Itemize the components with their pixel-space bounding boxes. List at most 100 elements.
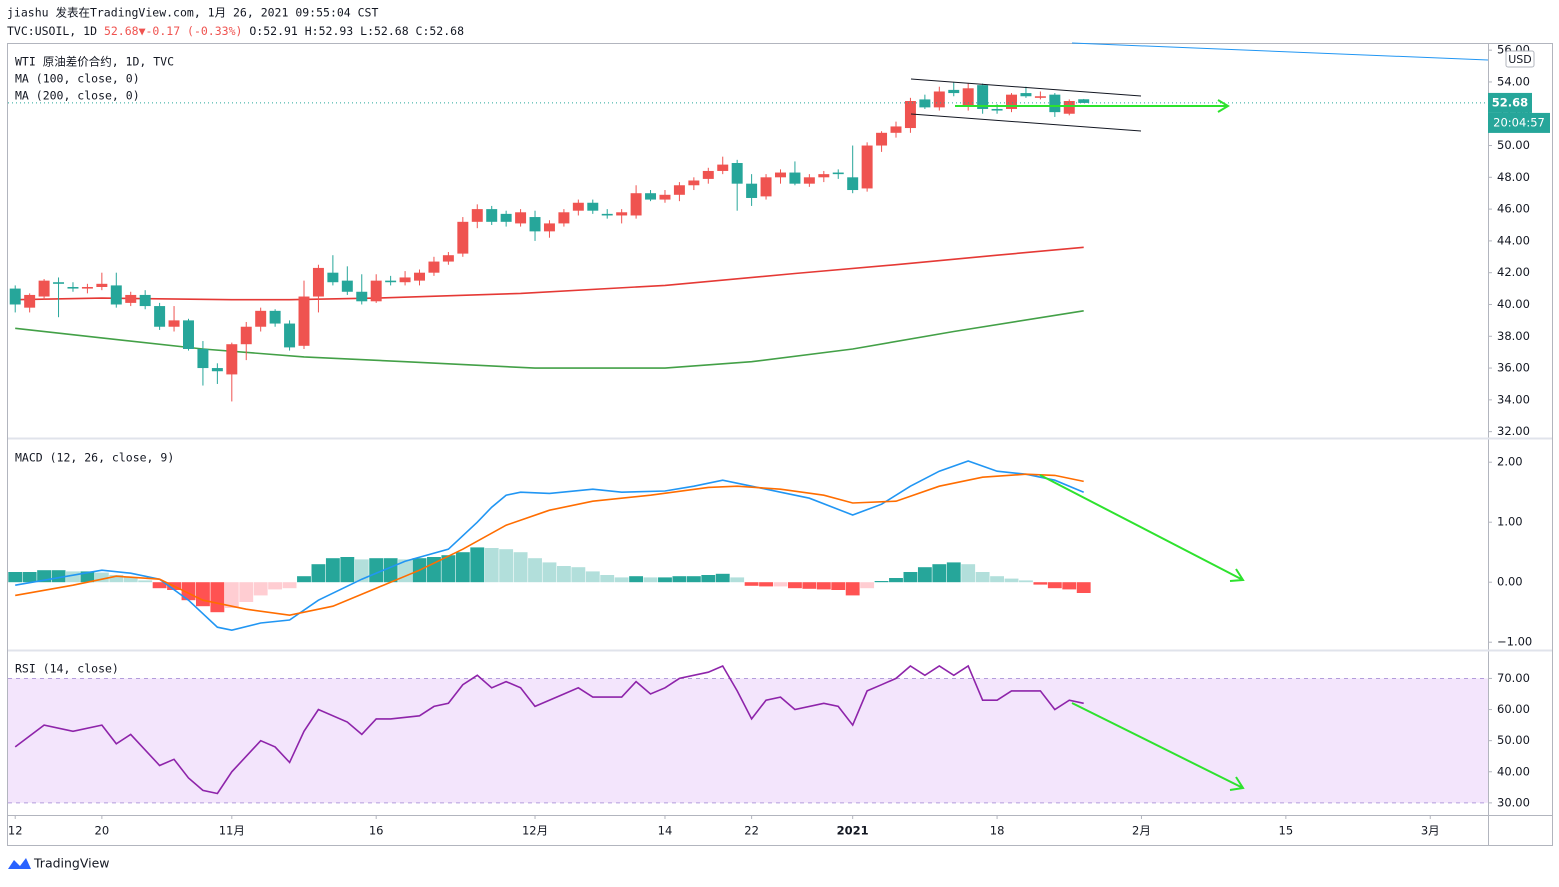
histogram-bar: [917, 567, 932, 583]
candle-body: [9, 288, 21, 305]
y-tick-label: 50.00: [1497, 138, 1530, 152]
histogram-bar: [802, 582, 817, 589]
candle-body: [948, 89, 960, 94]
candle-body: [688, 180, 700, 186]
histogram-bar: [860, 582, 875, 589]
histogram-bar: [123, 577, 138, 583]
candle-body: [96, 283, 108, 287]
histogram-bar: [903, 572, 918, 583]
candle-body: [558, 212, 570, 224]
candle-body: [702, 170, 714, 179]
ohlc-text: O:52.91 H:52.93 L:52.68 C:52.68: [249, 24, 464, 38]
pane-title: MACD (12, 26, close, 9): [15, 451, 174, 465]
candle-body: [414, 272, 425, 281]
rsi-band: [8, 678, 1488, 803]
histogram-bar: [614, 577, 629, 583]
histogram-bar: [22, 572, 37, 583]
x-tick-label: 12: [8, 824, 23, 838]
candle-body: [341, 280, 353, 292]
candle-body: [861, 145, 873, 189]
line: [15, 310, 1084, 369]
plot: 32.00 34.00 36.00 38.00 40.00 42.00 44.00 46.00…: [8, 43, 1532, 838]
footer: TradingView: [8, 856, 110, 871]
histogram-bar: [528, 558, 542, 583]
candle-body: [529, 217, 541, 232]
histogram-bar: [195, 582, 210, 607]
x-tick-label: 18: [990, 824, 1005, 838]
y-tick-label: −1.00: [1497, 635, 1532, 649]
histogram-bar: [571, 567, 586, 583]
histogram-bar: [1047, 582, 1062, 589]
candle-body: [760, 177, 772, 197]
histogram-bar: [672, 576, 687, 583]
candle-body: [1049, 94, 1061, 113]
histogram-bar: [629, 576, 644, 583]
candle-body: [1006, 94, 1017, 109]
histogram-bar: [51, 570, 66, 583]
candle-body: [226, 344, 238, 375]
candle-body: [515, 212, 527, 224]
y-tick-label: 38.00: [1497, 329, 1530, 343]
y-tick-label: 1.00: [1497, 515, 1523, 529]
histogram-bar: [383, 558, 398, 583]
currency: USD: [1508, 53, 1532, 66]
candle-body: [240, 326, 252, 345]
candle-body: [110, 285, 122, 305]
channel-line: [910, 78, 1142, 97]
pane-title: WTI 原油差价合约, 1D, TVC: [15, 55, 174, 69]
candle-body: [428, 261, 440, 273]
candle-body: [298, 296, 310, 346]
y-tick-label: 2.00: [1497, 455, 1523, 469]
y-tick-label: 32.00: [1497, 424, 1530, 438]
price-label: 52.68: [1492, 95, 1528, 109]
header-line: jiashu 发表在TradingView.com, 1月 26, 2021 0…: [7, 6, 378, 20]
histogram-bar: [961, 564, 976, 583]
histogram-bar: [715, 573, 730, 583]
histogram-bar: [744, 582, 759, 586]
candle-body: [832, 172, 844, 175]
candle-body: [471, 209, 483, 222]
candle-body: [269, 310, 281, 324]
histogram-bar: [297, 576, 311, 583]
candle-body: [385, 280, 397, 283]
histogram-bar: [946, 562, 961, 583]
histogram-bar: [484, 548, 499, 583]
histogram-bar: [239, 582, 254, 602]
histogram-bar: [874, 581, 889, 583]
histogram-bar: [253, 582, 268, 596]
currency-box: [1505, 50, 1535, 68]
histogram-bar: [1062, 582, 1077, 590]
histogram-bar: [1076, 582, 1091, 593]
histogram-bar: [831, 582, 846, 590]
histogram-bar: [138, 580, 153, 583]
logo: [8, 858, 31, 869]
x-tick-label: 2月: [1132, 824, 1151, 838]
candle-body: [457, 221, 469, 254]
candle-body: [543, 223, 555, 232]
candle-body: [1034, 96, 1046, 98]
histogram-bar: [787, 582, 802, 589]
histogram-bar: [369, 558, 384, 583]
histogram-bar: [66, 571, 80, 583]
candle-body: [876, 132, 888, 146]
histogram-bar: [990, 576, 1005, 583]
channel-line: [910, 113, 1142, 132]
y-tick-label: 40.00: [1497, 297, 1530, 311]
candle-body: [53, 282, 65, 284]
y-tick-label: 60.00: [1497, 702, 1530, 716]
footer-text: TradingView: [33, 856, 110, 871]
x-tick-label: 15: [1279, 824, 1294, 838]
histogram-bar: [600, 575, 615, 583]
arrow: [1071, 702, 1245, 791]
histogram-bar: [845, 582, 860, 596]
x-tick-label: 16: [369, 824, 384, 838]
y-tick-label: 42.00: [1497, 265, 1530, 279]
candle-body: [139, 294, 151, 307]
histogram-bar: [932, 564, 947, 583]
histogram-bar: [643, 577, 658, 583]
candle-body: [601, 213, 613, 216]
histogram-bar: [701, 575, 716, 583]
y-tick-label: 40.00: [1497, 764, 1530, 778]
histogram-bar: [354, 559, 369, 583]
